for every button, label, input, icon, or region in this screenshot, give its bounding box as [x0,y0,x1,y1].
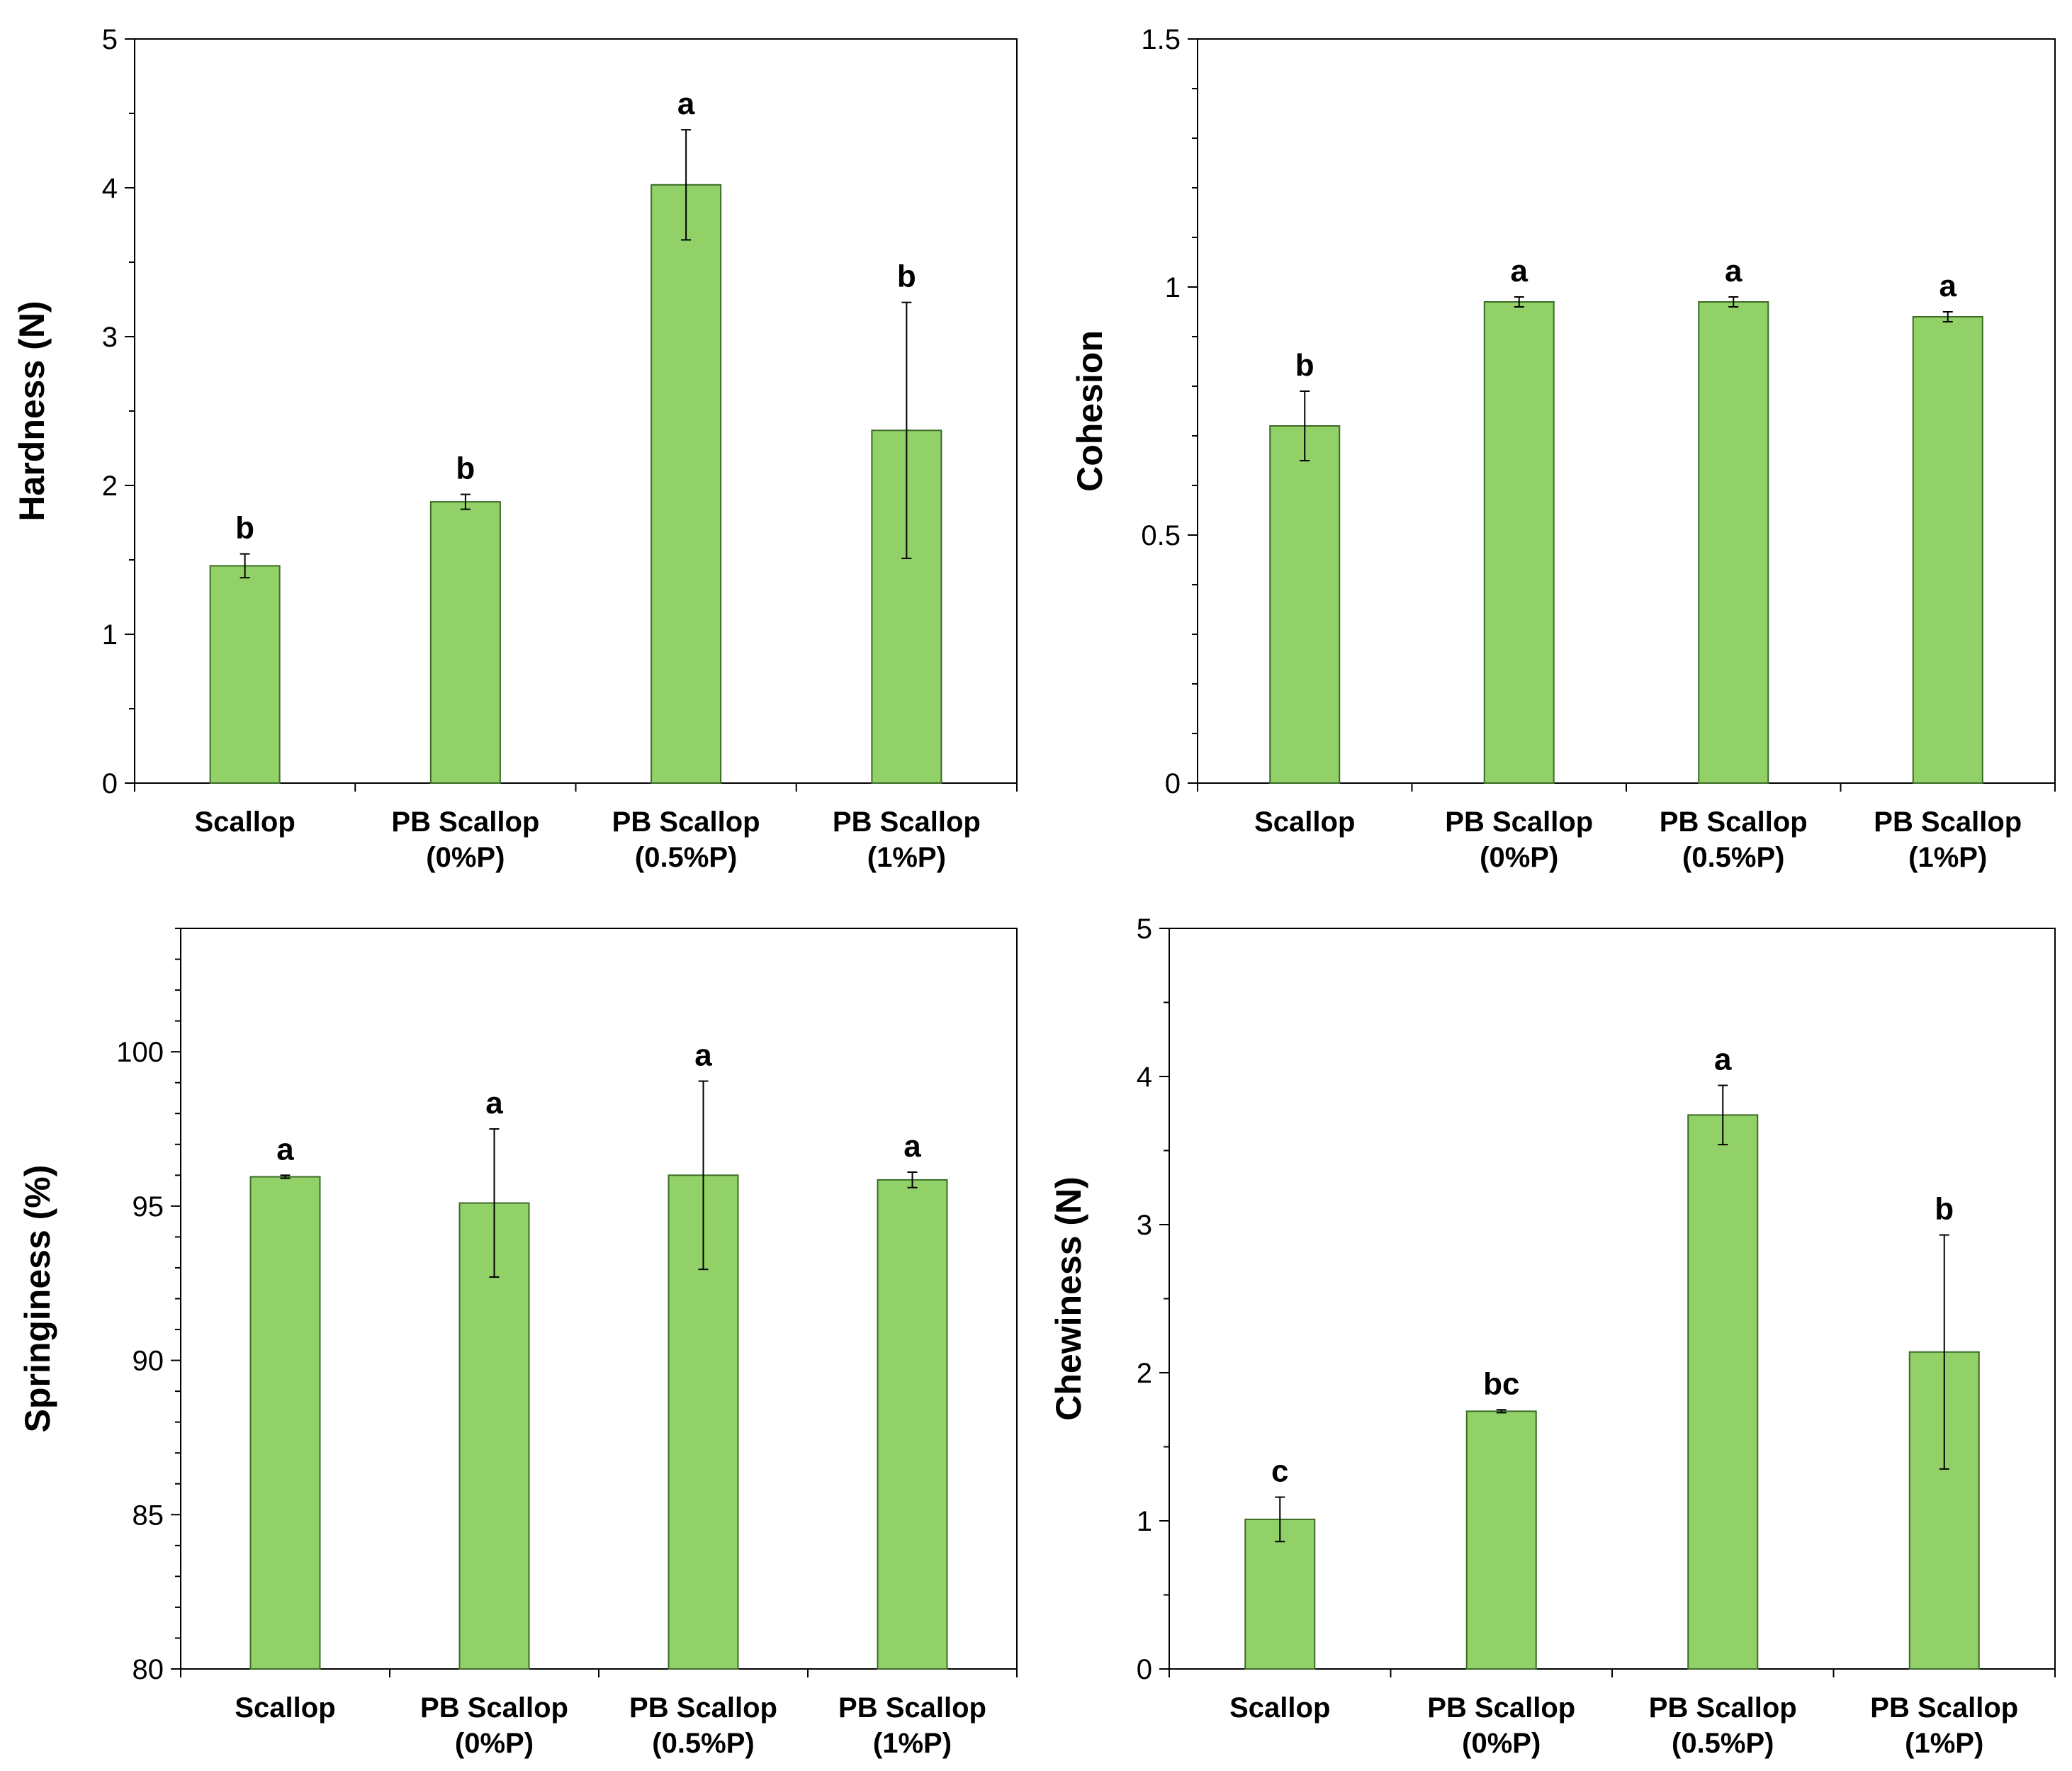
springiness-bar [249,1176,321,1670]
chewiness-y-axis-title: Chewiness (N) [1049,1176,1088,1421]
hardness-significance-label: b [897,259,916,294]
springiness-significance-label: a [276,1132,294,1166]
hardness-category-label: PB Scallop [391,806,539,838]
hardness-ytick-label: 5 [102,24,118,55]
chewiness-ytick-label: 1 [1137,1506,1152,1537]
chewiness-significance-label: a [1714,1042,1732,1077]
cohesion-y-axis-title: Cohesion [1070,330,1110,492]
hardness-panel: 0 1 2 3 4 5 b Scallop b PB Scallop (0%P) a PB Scallo… [12,24,1018,873]
chewiness-ytick-label: 2 [1137,1358,1152,1389]
springiness-category-label: (1%P) [873,1728,952,1759]
springiness-ytick-label: 90 [133,1346,164,1377]
hardness-significance-label: b [235,511,254,546]
springiness-ytick-label: 80 [133,1654,164,1685]
chewiness-category-label: (1%P) [1905,1728,1983,1759]
cohesion-bar [1912,316,1983,784]
hardness-y-axis-title: Hardness (N) [12,300,52,521]
hardness-category-label: (1%P) [867,842,946,873]
chewiness-ytick-label: 4 [1137,1062,1152,1093]
hardness-significance-label: b [456,451,475,486]
cohesion-category-label: PB Scallop [1660,806,1808,838]
springiness-panel: 80 85 90 95 100 a Scallop a PB Scallop (0%P) a PB S… [18,928,1018,1759]
springiness-bar [877,1179,948,1670]
hardness-ytick-label: 1 [102,619,118,651]
hardness-category-label: PB Scallop [612,806,760,838]
chewiness-category-label: (0%P) [1462,1728,1541,1759]
chewiness-category-label: PB Scallop [1649,1692,1797,1724]
springiness-category-label: PB Scallop [838,1692,986,1724]
chewiness-bar [1244,1518,1316,1670]
chewiness-bar [1687,1114,1759,1670]
cohesion-bar [1269,425,1341,784]
chewiness-bar [1465,1410,1537,1670]
cohesion-category-label: (0%P) [1480,842,1558,873]
hardness-significance-label: a [677,86,695,121]
cohesion-category-label: Scallop [1254,806,1355,838]
hardness-bar [651,184,722,784]
chewiness-significance-label: c [1271,1454,1288,1489]
chewiness-category-label: PB Scallop [1870,1692,2018,1724]
hardness-category-label: (0.5%P) [635,842,738,873]
springiness-category-label: PB Scallop [420,1692,568,1724]
cohesion-bar [1698,301,1769,784]
springiness-y-axis-title: Springiness (%) [18,1165,57,1433]
chewiness-ytick-label: 5 [1137,913,1152,945]
cohesion-ytick-label: 1.5 [1141,24,1181,55]
chewiness-category-label: Scallop [1229,1692,1330,1724]
cohesion-category-label: PB Scallop [1874,806,2022,838]
cohesion-category-label: PB Scallop [1445,806,1593,838]
springiness-category-label: Scallop [235,1692,335,1724]
cohesion-panel: 0 0.5 1 1.5 b Scallop a PB Scallop (0%P) a PB Scal… [1070,24,2056,873]
chewiness-panel: 0 1 2 3 4 5 c Scallop bc PB Scallop (0%P) a PB Scall… [1049,913,2056,1759]
hardness-category-label: PB Scallop [833,806,981,838]
springiness-bar [458,1202,530,1670]
springiness-ytick-label: 100 [116,1037,164,1068]
springiness-category-label: (0.5%P) [652,1728,755,1759]
chewiness-significance-label: bc [1483,1366,1519,1401]
springiness-category-label: (0%P) [455,1728,534,1759]
hardness-bar [429,501,501,784]
cohesion-bar [1483,301,1555,784]
springiness-category-label: PB Scallop [629,1692,777,1724]
chewiness-significance-label: b [1935,1192,1954,1227]
hardness-category-label: Scallop [194,806,295,838]
chewiness-category-label: (0.5%P) [1672,1728,1774,1759]
hardness-ytick-label: 4 [102,173,118,204]
springiness-ytick-label: 95 [133,1191,164,1222]
chewiness-category-label: PB Scallop [1427,1692,1575,1724]
springiness-significance-label: a [903,1129,921,1164]
chewiness-ytick-label: 3 [1137,1210,1152,1241]
hardness-ytick-label: 3 [102,322,118,353]
cohesion-significance-label: a [1939,269,1957,303]
cohesion-ytick-label: 0 [1165,768,1181,799]
hardness-ytick-label: 0 [102,768,118,799]
hardness-bar [209,565,281,785]
cohesion-ytick-label: 1 [1165,272,1181,303]
chewiness-ytick-label: 0 [1137,1654,1152,1685]
cohesion-significance-label: a [1725,254,1742,288]
hardness-category-label: (0%P) [426,842,505,873]
cohesion-significance-label: b [1295,348,1314,383]
springiness-significance-label: a [485,1086,503,1120]
cohesion-category-label: (1%P) [1908,842,1987,873]
cohesion-ytick-label: 0.5 [1141,520,1181,551]
cohesion-category-label: (0.5%P) [1682,842,1785,873]
springiness-ytick-label: 85 [133,1500,164,1531]
cohesion-significance-label: a [1511,254,1528,288]
springiness-significance-label: a [694,1038,712,1073]
hardness-ytick-label: 2 [102,471,118,502]
